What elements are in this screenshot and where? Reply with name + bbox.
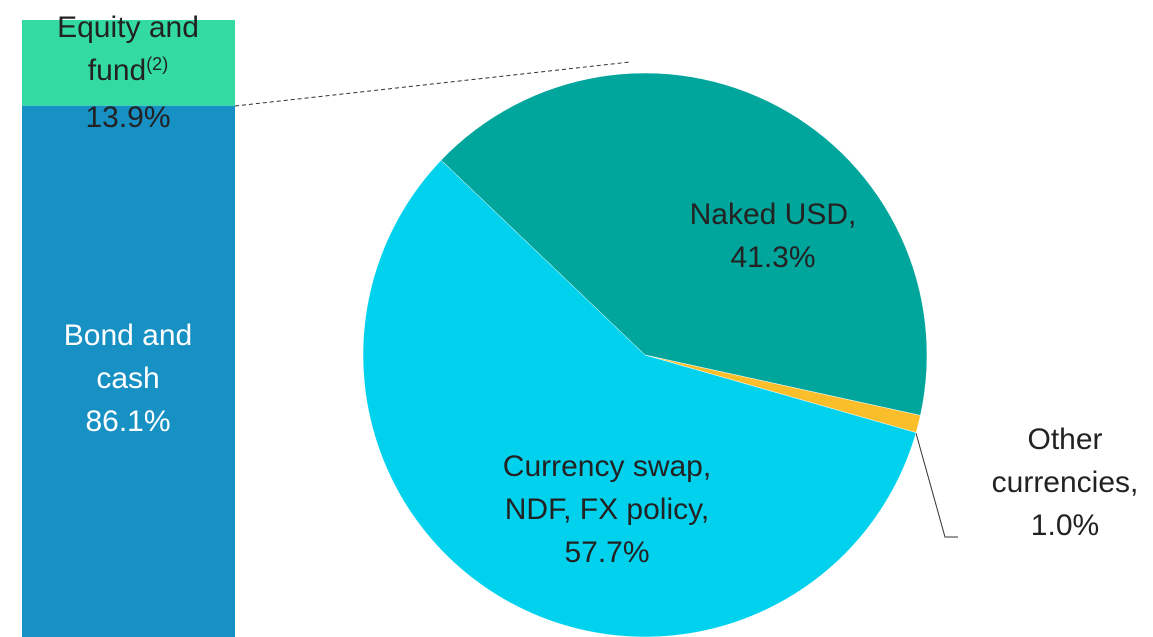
data-label: Equity and fund(2) 13.9%	[48, 6, 208, 139]
pie-slice	[440, 72, 928, 416]
bar-segment	[22, 105, 235, 637]
label-value: 86.1%	[85, 405, 171, 438]
label-name: Other currencies,	[991, 423, 1139, 499]
data-label: Naked USD, 41.3%	[658, 193, 888, 279]
label-value: 41.3%	[730, 241, 816, 274]
label-value: 57.7%	[564, 536, 650, 569]
label-value: 13.9%	[85, 101, 171, 134]
leader-line	[913, 425, 958, 538]
pie-slice	[362, 159, 917, 637]
label-value: 1.0%	[1030, 509, 1100, 542]
footnote-marker: (2)	[146, 54, 169, 74]
data-label: Currency swap, NDF, FX policy, 57.7%	[476, 445, 738, 574]
data-label: Other currencies, 1.0%	[965, 418, 1153, 547]
data-label: Bond and cash 86.1%	[48, 314, 208, 443]
label-name: Equity and fund	[57, 11, 199, 87]
bar-segment	[22, 20, 235, 106]
pie	[362, 72, 928, 637]
label-name: Currency swap, NDF, FX policy,	[502, 450, 712, 526]
connector-line	[234, 61, 631, 107]
label-name: Naked USD,	[689, 198, 857, 231]
label-name: Bond and cash	[63, 319, 193, 395]
